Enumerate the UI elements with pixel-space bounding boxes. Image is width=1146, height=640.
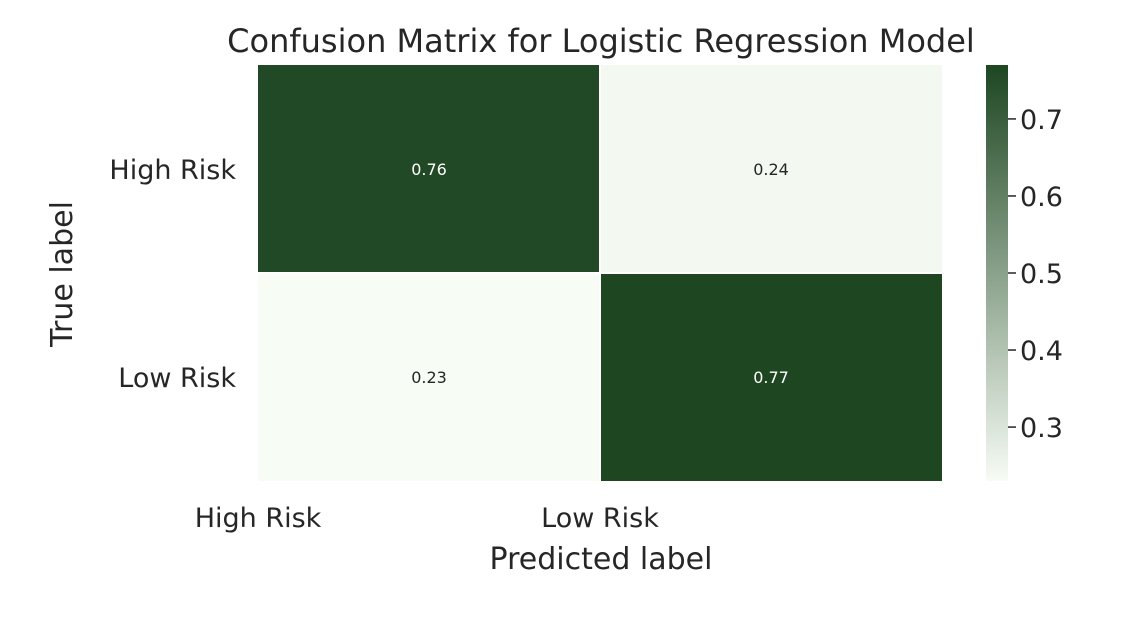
colorbar-tick-label: 0.6 [1020, 182, 1063, 213]
chart-title: Confusion Matrix for Logistic Regression… [227, 22, 975, 60]
heatmap-cell-high-risk-low-risk [601, 65, 942, 272]
cell-value-label: 0.77 [753, 368, 789, 387]
colorbar-tick-label: 0.4 [1020, 336, 1063, 367]
x-tick-label-low-risk: Low Risk [541, 503, 659, 534]
heatmap-cell-low-risk-low-risk [601, 274, 942, 481]
y-tick-label-high-risk: High Risk [109, 155, 236, 186]
heatmap-cell-high-risk-high-risk [258, 65, 599, 272]
y-tick-label-low-risk: Low Risk [118, 363, 236, 394]
colorbar-ticks: 0.3 0.4 0.5 0.6 0.7 [1008, 105, 1063, 444]
heatmap-cells [258, 65, 942, 481]
x-tick-label-high-risk: High Risk [195, 503, 322, 534]
colorbar-tick-label: 0.5 [1020, 259, 1063, 290]
colorbar [986, 65, 1008, 481]
cell-value-label: 0.23 [411, 368, 447, 387]
cell-value-label: 0.24 [753, 160, 789, 179]
cell-value-label: 0.76 [411, 160, 447, 179]
x-tick-labels: High Risk Low Risk [195, 503, 660, 534]
x-axis-label: Predicted label [490, 542, 713, 577]
y-tick-labels: High Risk Low Risk [109, 155, 236, 394]
heatmap-cell-labels: 0.76 0.24 0.23 0.77 [411, 160, 789, 387]
colorbar-tick-label: 0.7 [1020, 105, 1063, 136]
heatmap-cell-low-risk-high-risk [258, 274, 599, 481]
y-axis-label: True label [45, 201, 80, 348]
colorbar-tick-label: 0.3 [1020, 413, 1063, 444]
